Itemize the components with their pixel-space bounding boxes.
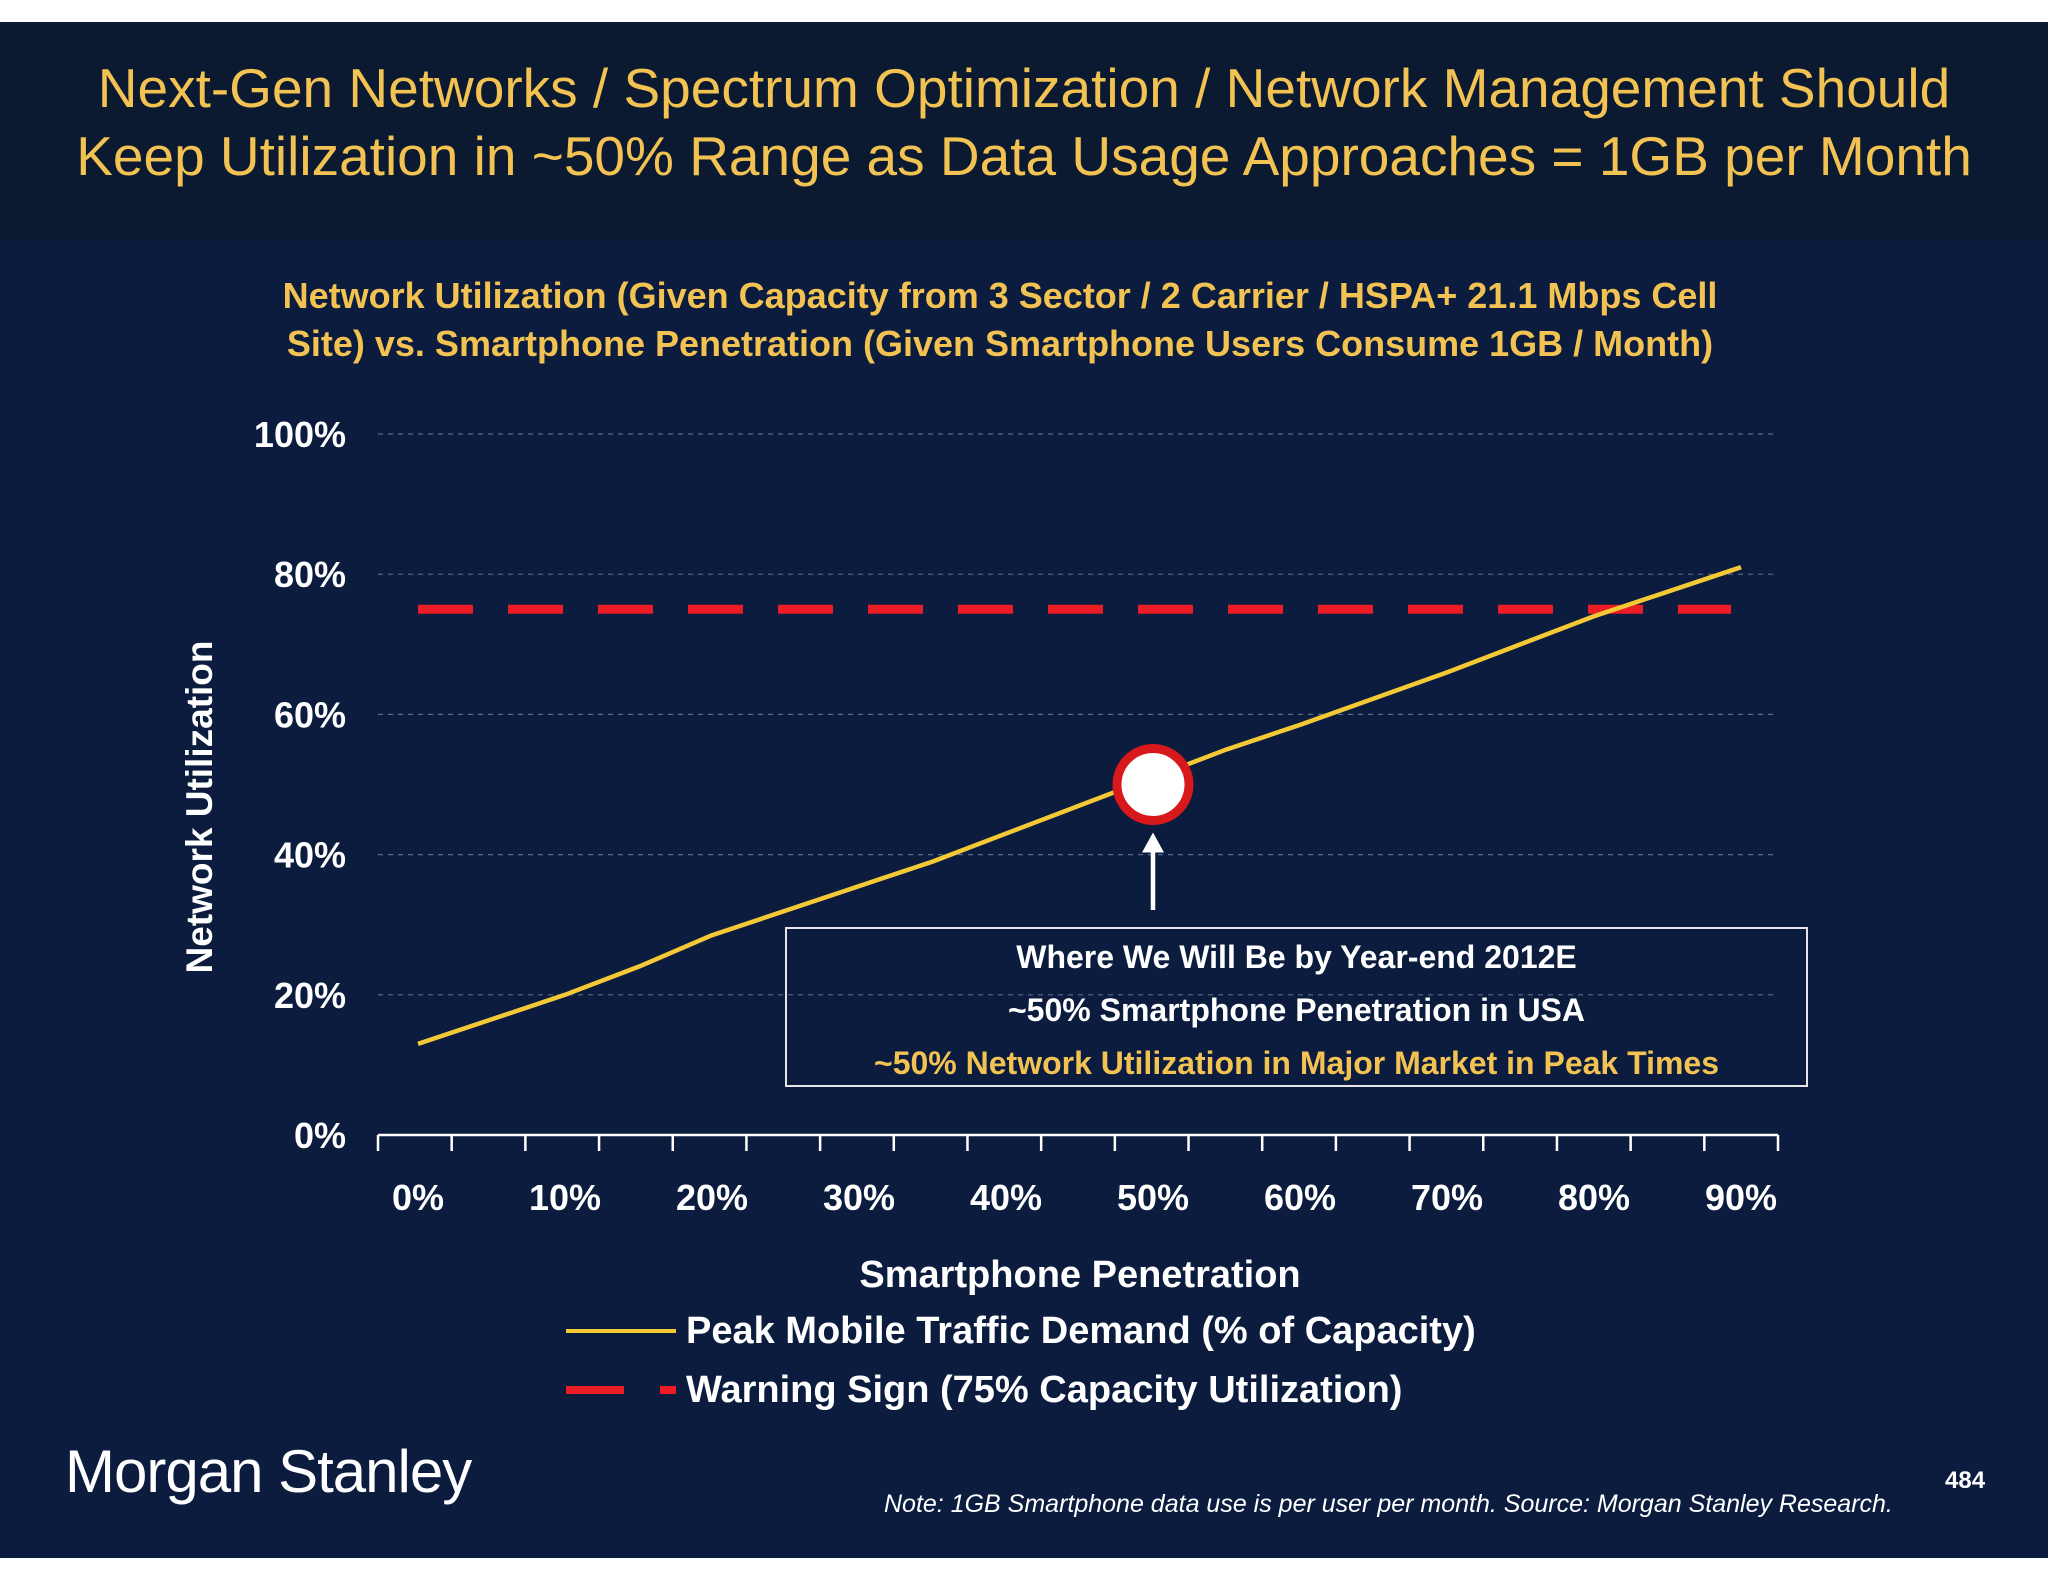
grid-lines (378, 433, 1778, 996)
y-tick-label: 80% (274, 554, 346, 595)
x-axis (376, 1133, 1780, 1151)
x-axis-tick-labels: 0% 10% 20% 30% 40% 50% 60% 70% 80% 90% (392, 1177, 1777, 1218)
legend-label-warning: Warning Sign (75% Capacity Utilization) (686, 1368, 1403, 1411)
page-number: 484 (1945, 1467, 1986, 1494)
annotation-arrow-head (1142, 832, 1164, 853)
slide-title: Next-Gen Networks / Spectrum Optimizatio… (76, 57, 1972, 187)
header-band: Next-Gen Networks / Spectrum Optimizatio… (0, 22, 2048, 240)
annotation-line-1: Where We Will Be by Year-end 2012E (1016, 939, 1577, 975)
x-tick-label: 70% (1411, 1177, 1483, 1218)
x-tick-label: 40% (970, 1177, 1042, 1218)
legend-label-demand: Peak Mobile Traffic Demand (% of Capacit… (686, 1309, 1476, 1352)
y-tick-label: 100% (254, 414, 346, 455)
legend-item-demand: Peak Mobile Traffic Demand (% of Capacit… (560, 1302, 1476, 1360)
legend-item-warning: Warning Sign (75% Capacity Utilization) (560, 1361, 1402, 1419)
legend: Peak Mobile Traffic Demand (% of Capacit… (560, 1302, 1660, 1432)
x-tick-label: 50% (1117, 1177, 1189, 1218)
x-tick-label: 30% (823, 1177, 895, 1218)
slide: Next-Gen Networks / Spectrum Optimizatio… (0, 22, 2048, 1558)
highlight-marker (1112, 744, 1194, 825)
y-tick-label: 40% (274, 835, 346, 876)
morgan-stanley-logo: Morgan Stanley (65, 1438, 472, 1505)
chart-plot: 0% 20% 40% 60% 80% 100% 0% 10% 20% 30% 40% 50% 60% 7… (179, 414, 1780, 1296)
series-layer (417, 565, 1742, 1047)
y-axis-title: Network Utilization (179, 640, 220, 973)
annotation-line-2: ~50% Smartphone Penetration in USA (1007, 992, 1585, 1028)
x-axis-title: Smartphone Penetration (859, 1254, 1300, 1296)
annotation-box: Where We Will Be by Year-end 2012E ~50% … (785, 927, 1808, 1087)
x-tick-label: 80% (1558, 1177, 1630, 1218)
x-tick-label: 90% (1705, 1177, 1777, 1218)
annotation-line-3: ~50% Network Utilization in Major Market… (874, 1045, 1719, 1081)
y-tick-label: 60% (274, 694, 346, 735)
y-tick-label: 20% (274, 975, 346, 1016)
x-tick-label: 60% (1264, 1177, 1336, 1218)
source-note: Note: 1GB Smartphone data use is per use… (884, 1490, 1893, 1518)
x-tick-label: 0% (392, 1177, 444, 1218)
chart-title: Network Utilization (Given Capacity from… (282, 275, 1718, 364)
x-tick-label: 20% (676, 1177, 748, 1218)
y-tick-label: 0% (294, 1115, 346, 1156)
legend-swatch-dashed-line (560, 1361, 680, 1419)
x-tick-label: 10% (529, 1177, 601, 1218)
demand-line (417, 565, 1742, 1047)
highlight-layer (1112, 744, 1194, 910)
y-axis-tick-labels: 0% 20% 40% 60% 80% 100% (254, 414, 346, 1156)
legend-swatch-solid-line (560, 1302, 680, 1360)
